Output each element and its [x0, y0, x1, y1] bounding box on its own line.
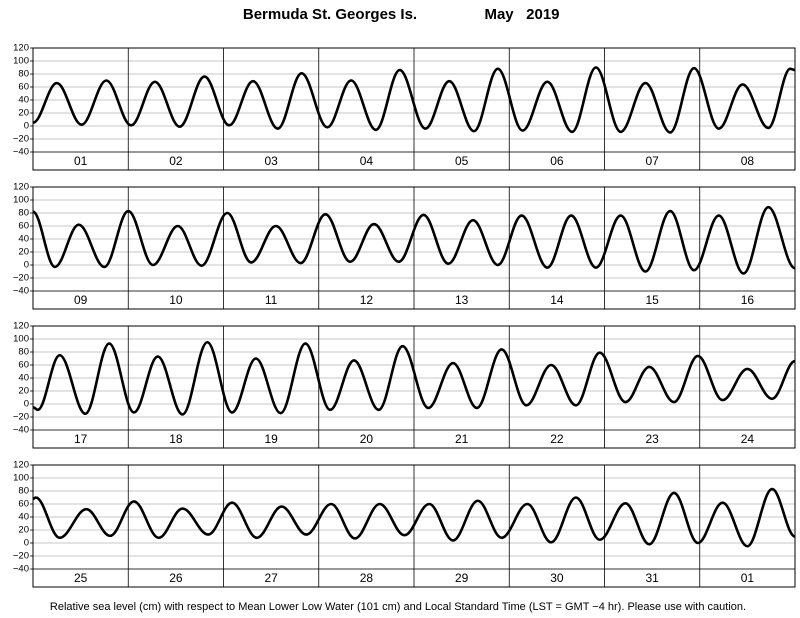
station-title: Bermuda St. Georges Is.	[243, 6, 417, 23]
y-tick-label: 60	[18, 221, 29, 232]
day-label: 28	[360, 571, 374, 585]
day-label: 14	[550, 293, 564, 307]
day-label: 05	[455, 154, 469, 168]
day-label: 22	[550, 432, 564, 446]
panel: −40 −20 0 20 40 60 80 100 120 17 18 19 20 21 22 23 24	[13, 321, 796, 449]
y-tick-label: 40	[18, 512, 29, 523]
y-tick-label: 40	[18, 95, 29, 106]
y-tick-label: 120	[13, 321, 29, 332]
day-label: 30	[550, 571, 564, 585]
y-tick-label: 80	[18, 208, 29, 219]
footer-note: Relative sea level (cm) with respect to …	[50, 601, 746, 613]
y-tick-label: 40	[18, 373, 29, 384]
y-tick-label: 120	[13, 43, 29, 54]
day-label: 11	[265, 293, 278, 307]
day-label: 06	[550, 154, 564, 168]
y-tick-label: 80	[18, 69, 29, 80]
day-label: 26	[169, 571, 183, 585]
y-tick-label: 20	[18, 525, 29, 536]
y-tick-label: 20	[18, 108, 29, 119]
y-tick-label: 120	[13, 182, 29, 193]
day-label: 01	[741, 571, 755, 585]
tide-line	[32, 487, 796, 548]
day-label: 19	[264, 432, 278, 446]
day-label: 08	[741, 154, 755, 168]
panel: −40 −20 0 20 40 60 80 100 120 25 26 27 28 29 30 31 01	[13, 460, 796, 588]
tide-line	[32, 66, 796, 134]
day-label: 24	[741, 432, 755, 446]
panel: −40 −20 0 20 40 60 80 100 120 09 10 11 12 13 14 15 16	[13, 182, 796, 310]
y-tick-label: −20	[13, 273, 29, 284]
panel-frame	[32, 47, 796, 171]
y-tick-label: −20	[13, 412, 29, 423]
day-label: 03	[264, 154, 278, 168]
day-label: 20	[360, 432, 374, 446]
y-tick-label: 0	[24, 260, 29, 271]
y-tick-label: −40	[13, 286, 29, 297]
tide-line	[32, 205, 796, 275]
y-tick-label: 100	[13, 473, 29, 484]
panel-frame	[32, 186, 796, 310]
month-label: May 2019	[484, 6, 559, 23]
day-label: 07	[645, 154, 659, 168]
y-tick-label: 100	[13, 56, 29, 67]
day-label: 31	[645, 571, 659, 585]
day-label: 23	[645, 432, 659, 446]
y-tick-label: −40	[13, 564, 29, 575]
day-label: 02	[169, 154, 183, 168]
day-label: 09	[74, 293, 88, 307]
day-label: 13	[455, 293, 469, 307]
y-tick-label: 80	[18, 486, 29, 497]
day-label: 04	[360, 154, 374, 168]
day-label: 27	[264, 571, 278, 585]
y-tick-label: −40	[13, 425, 29, 436]
panel: −40 −20 0 20 40 60 80 100 120 01 02 03 04 05 06 07 08	[13, 43, 796, 171]
y-tick-label: −20	[13, 551, 29, 562]
day-label: 21	[455, 432, 469, 446]
panel-frame	[32, 325, 796, 449]
y-tick-label: 0	[24, 121, 29, 132]
y-tick-label: 20	[18, 386, 29, 397]
day-label: 17	[74, 432, 88, 446]
day-label: 12	[360, 293, 374, 307]
y-tick-label: 100	[13, 195, 29, 206]
day-label: 25	[74, 571, 88, 585]
y-tick-label: 60	[18, 82, 29, 93]
day-label: 29	[455, 571, 469, 585]
y-tick-label: −40	[13, 147, 29, 158]
day-label: 01	[74, 154, 88, 168]
y-tick-label: 60	[18, 360, 29, 371]
y-tick-label: 40	[18, 234, 29, 245]
day-label: 15	[645, 293, 659, 307]
day-label: 10	[169, 293, 183, 307]
panel-frame	[32, 464, 796, 588]
y-tick-label: 120	[13, 460, 29, 471]
y-tick-label: 80	[18, 347, 29, 358]
tide-line	[32, 340, 796, 416]
day-label: 16	[741, 293, 755, 307]
y-tick-label: 100	[13, 334, 29, 345]
y-tick-label: 0	[24, 399, 29, 410]
y-tick-label: 20	[18, 247, 29, 258]
y-tick-label: 60	[18, 499, 29, 510]
y-tick-label: −20	[13, 134, 29, 145]
y-tick-label: 0	[24, 538, 29, 549]
day-label: 18	[169, 432, 183, 446]
